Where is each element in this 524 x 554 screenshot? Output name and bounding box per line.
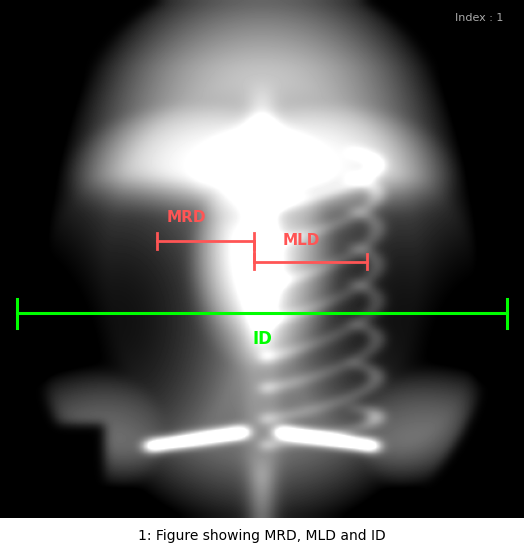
Text: ID: ID [252,331,272,348]
Text: 1: Figure showing MRD, MLD and ID: 1: Figure showing MRD, MLD and ID [138,529,386,543]
Text: MLD: MLD [282,233,320,248]
Text: Index : 1: Index : 1 [455,13,503,23]
Text: MRD: MRD [166,211,206,225]
